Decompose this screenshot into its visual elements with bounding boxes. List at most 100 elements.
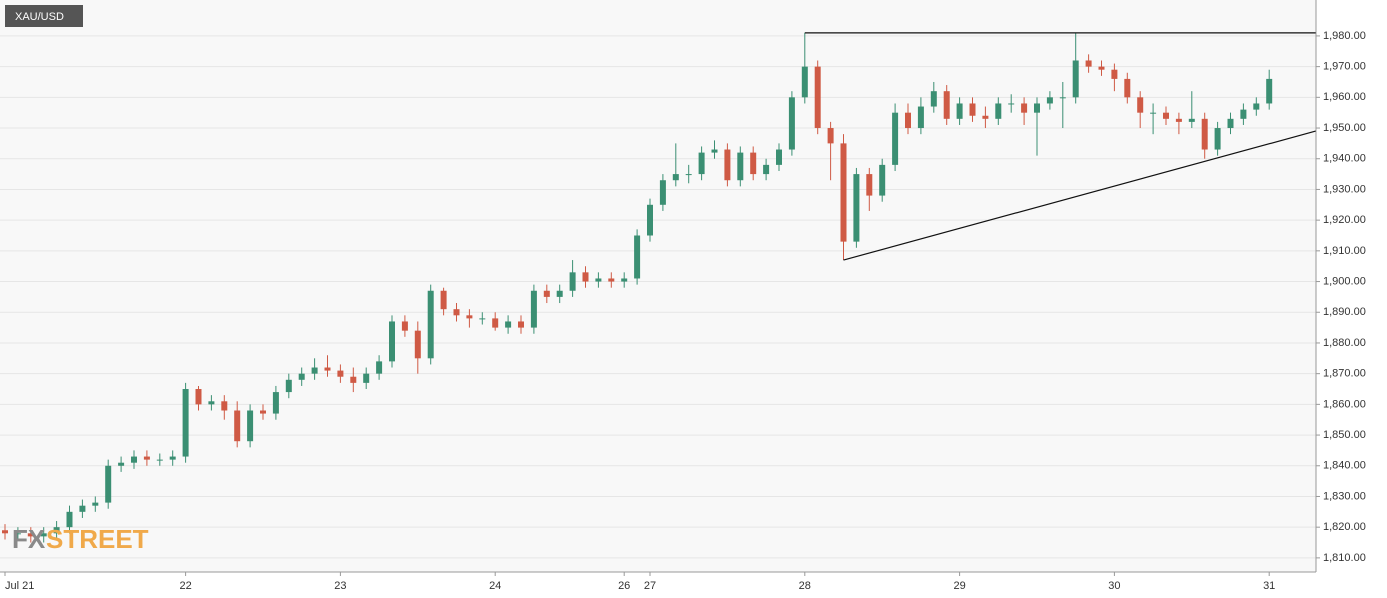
candle-body [556,290,563,297]
candle-body [1098,66,1105,70]
candle-body [1046,97,1053,104]
candle-body [311,367,318,374]
candle-body [788,97,795,150]
candle-body [1163,112,1169,119]
y-tick-label: 1,900.00 [1323,275,1366,287]
candle-body [724,149,731,181]
x-tick-label: 23 [334,580,346,592]
x-tick-label: 27 [644,580,656,592]
candle-body [221,401,228,411]
candle-body [1240,109,1247,119]
candle-body [1253,103,1260,110]
candle-body [853,174,860,242]
candle-body [569,272,576,291]
y-tick-label: 1,920.00 [1323,214,1366,226]
candle-body [969,103,976,116]
candle-body [672,174,679,181]
candle-body [1111,69,1118,79]
title-badge [5,5,83,27]
candle-body [995,103,1002,119]
candle-body [376,361,383,374]
y-tick-label: 1,870.00 [1323,368,1366,380]
candle-body [53,527,60,534]
x-tick-label: 24 [489,580,501,592]
candle-body [208,401,215,405]
grid [0,35,1316,559]
y-tick-label: 1,970.00 [1323,61,1366,73]
trendline [843,130,1316,261]
candle-body [582,272,589,282]
candle-body [763,164,770,175]
candle-body [543,290,550,297]
candle-body [479,318,486,320]
x-tick-label: 30 [1108,580,1120,592]
candle-body [324,367,331,371]
candle-body [711,149,718,153]
candle-body [66,511,73,528]
y-tick-label: 1,890.00 [1323,306,1366,318]
candle-body [427,290,434,359]
candle-body [40,533,47,537]
y-tick-label: 1,810.00 [1323,552,1366,564]
candle-body [105,465,112,503]
candle-body [1137,97,1144,113]
candle-body [285,379,292,393]
candle-body [169,456,176,460]
candle-body [363,373,370,383]
candle-body [389,321,395,362]
candle-body [892,112,899,165]
candle-body [492,318,499,328]
candle-body [182,389,189,457]
x-tick-label: 29 [953,580,965,592]
candle-body [195,389,202,405]
candle-body [14,533,21,535]
logo-street: STREET [46,524,149,554]
candle-body [621,278,628,282]
candle-body [453,309,460,316]
candle-body [943,91,950,119]
candle-body [776,149,782,165]
candle-body [337,370,344,377]
y-tick-label: 1,860.00 [1323,398,1366,410]
candle-body [1124,78,1131,98]
candle-body [814,66,821,129]
candle-body [1175,118,1182,122]
candle-body [27,533,34,537]
candle-body [1214,128,1221,150]
candle-body [234,410,241,442]
candle-body [930,91,937,107]
candle-body [1072,60,1079,98]
candle-body [866,174,873,196]
candle-body [131,456,137,463]
y-tick-label: 1,960.00 [1323,91,1366,103]
candle-body [982,115,989,119]
y-tick-label: 1,930.00 [1323,183,1366,195]
candle-body [879,164,886,196]
candle-body [1085,60,1092,67]
candle-body [272,392,279,414]
candle-body [917,106,924,129]
y-tick-label: 1,840.00 [1323,460,1366,472]
candle-body [92,502,99,506]
candle-body [801,66,808,98]
logo-fx: FX [12,524,46,554]
y-tick-label: 1,880.00 [1323,337,1366,349]
candle-body [1059,97,1066,99]
candle-body [659,180,666,205]
candle-body [1188,118,1195,122]
candle-body [414,330,421,359]
x-tick-label: 31 [1263,580,1275,592]
candle-body [143,456,150,460]
y-tick-label: 1,820.00 [1323,521,1366,533]
x-tick-label: Jul 21 [5,580,34,592]
y-tick-label: 1,950.00 [1323,122,1366,134]
x-tick-label: 26 [618,580,630,592]
y-tick-label: 1,980.00 [1323,30,1366,42]
candle-body [905,112,911,129]
candle-body [518,321,524,328]
candle-body [1150,112,1157,114]
y-tick-label: 1,830.00 [1323,490,1366,502]
candle-body [247,410,254,442]
candle-body [698,152,705,175]
candle-body [466,315,473,319]
